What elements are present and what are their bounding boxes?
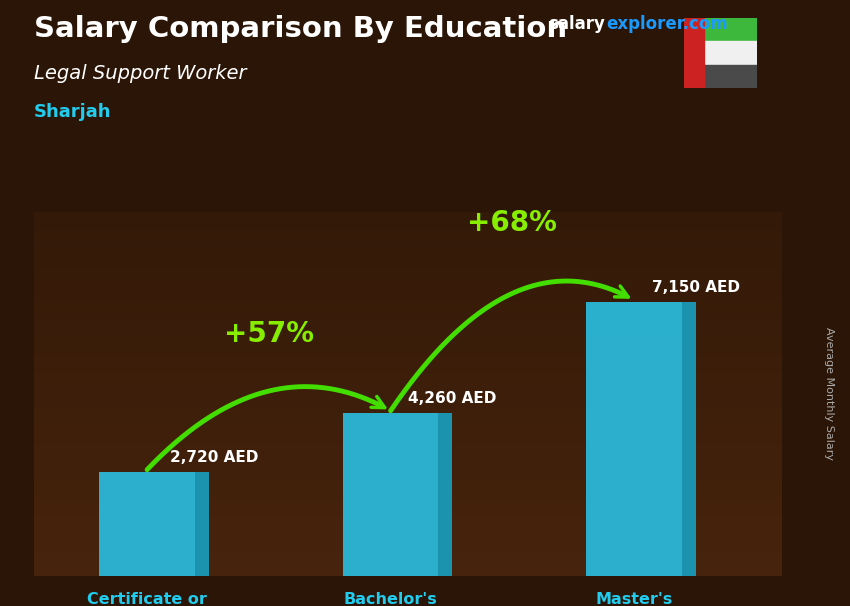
Text: +57%: +57% bbox=[224, 319, 314, 348]
Bar bbox=[705, 65, 756, 88]
Text: salary: salary bbox=[548, 15, 605, 33]
Text: Legal Support Worker: Legal Support Worker bbox=[34, 64, 246, 82]
Polygon shape bbox=[195, 471, 209, 576]
Text: 2,720 AED: 2,720 AED bbox=[170, 450, 258, 465]
Bar bbox=[705, 41, 756, 65]
FancyBboxPatch shape bbox=[99, 471, 195, 576]
FancyBboxPatch shape bbox=[343, 413, 439, 576]
Text: +68%: +68% bbox=[468, 209, 558, 237]
Text: 7,150 AED: 7,150 AED bbox=[652, 280, 740, 295]
FancyBboxPatch shape bbox=[586, 302, 682, 576]
Polygon shape bbox=[682, 302, 696, 576]
Text: Salary Comparison By Education: Salary Comparison By Education bbox=[34, 15, 567, 43]
Text: 4,260 AED: 4,260 AED bbox=[408, 391, 496, 406]
Text: explorer.com: explorer.com bbox=[606, 15, 728, 33]
Polygon shape bbox=[439, 413, 452, 576]
Bar bbox=[684, 18, 705, 88]
Text: Sharjah: Sharjah bbox=[34, 103, 111, 121]
Text: Average Monthly Salary: Average Monthly Salary bbox=[824, 327, 834, 461]
Bar bbox=[705, 18, 756, 41]
